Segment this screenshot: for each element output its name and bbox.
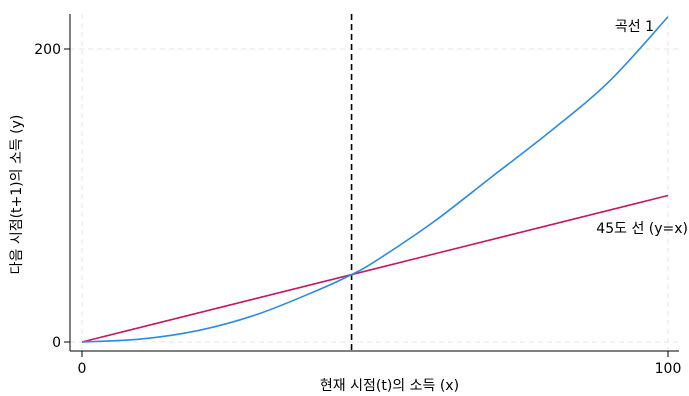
x-tick-label: 100 <box>655 361 682 377</box>
x-tick-label: 0 <box>78 361 87 377</box>
series-45-degree-line <box>81 194 669 343</box>
series-curve-1 <box>81 16 669 343</box>
labels: 0 200 0 100 현재 시점(t)의 소득 (x) 다음 시점(t+1)의 소득 (… <box>9 19 688 394</box>
grid <box>70 14 679 351</box>
x-axis-title: 현재 시점(t)의 소득 (x) <box>320 378 459 394</box>
y-tick-label: 0 <box>52 335 61 351</box>
series-label-45-degree-line: 45도 선 (y=x) <box>596 221 688 237</box>
series-layer <box>81 14 669 351</box>
series-label-curve-1: 곡선 1 <box>615 19 654 35</box>
y-tick-label: 200 <box>34 42 61 58</box>
axes <box>64 14 679 357</box>
y-axis-title: 다음 시점(t+1)의 소득 (y) <box>9 115 25 275</box>
